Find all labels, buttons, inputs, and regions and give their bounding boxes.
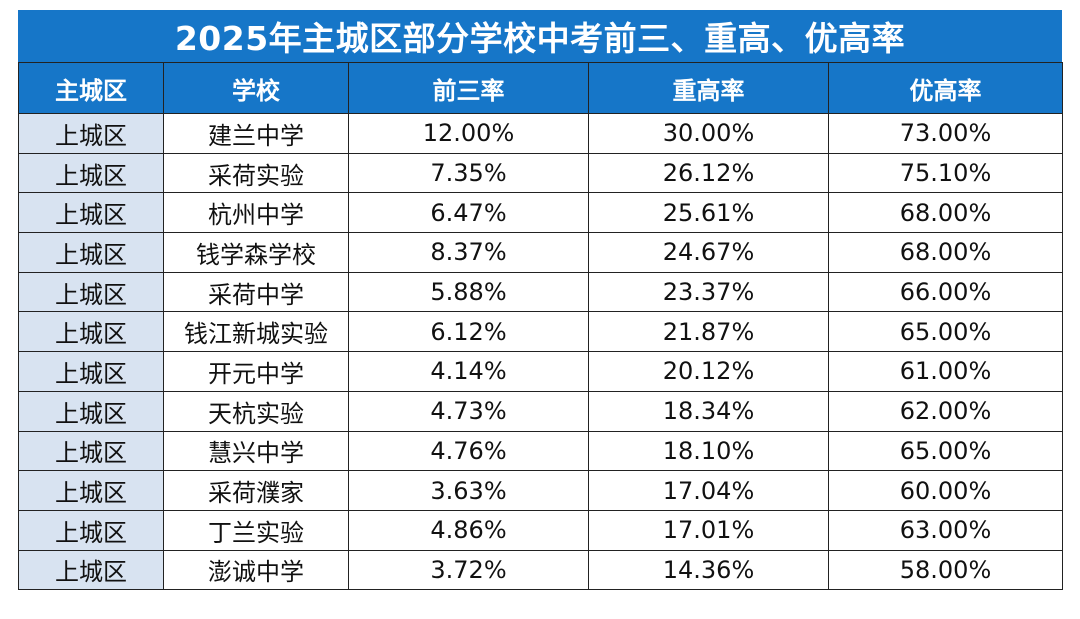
header-district: 主城区 xyxy=(18,62,164,114)
district-cell: 上城区 xyxy=(18,390,164,432)
district-cell: 上城区 xyxy=(18,152,164,194)
header-key-high-rate: 重高率 xyxy=(588,62,829,114)
table-row: 上城区 杭州中学 6.47% 25.61% 68.00% xyxy=(18,192,1063,234)
top3-rate-cell: 4.73% xyxy=(348,390,589,432)
top3-rate-cell: 5.88% xyxy=(348,271,589,313)
key-high-rate-cell: 30.00% xyxy=(588,113,829,154)
table-row: 上城区 采荷濮家 3.63% 17.04% 60.00% xyxy=(18,470,1063,511)
key-high-rate-cell: 23.37% xyxy=(588,271,829,313)
table-row: 上城区 慧兴中学 4.76% 18.10% 65.00% xyxy=(18,430,1063,472)
district-cell: 上城区 xyxy=(18,351,164,392)
key-high-rate-cell: 20.12% xyxy=(588,351,829,392)
top3-rate-cell: 4.76% xyxy=(348,430,589,472)
school-cell: 钱江新城实验 xyxy=(163,311,349,353)
district-cell: 上城区 xyxy=(18,311,164,353)
table-row: 上城区 澎诚中学 3.72% 14.36% 58.00% xyxy=(18,549,1063,591)
school-cell: 采荷实验 xyxy=(163,152,349,194)
table-row: 上城区 采荷中学 5.88% 23.37% 66.00% xyxy=(18,271,1063,313)
table-row: 上城区 钱江新城实验 6.12% 21.87% 65.00% xyxy=(18,311,1063,353)
school-cell: 天杭实验 xyxy=(163,390,349,432)
table-row: 上城区 天杭实验 4.73% 18.34% 62.00% xyxy=(18,390,1063,432)
good-high-rate-cell: 73.00% xyxy=(828,113,1063,154)
key-high-rate-cell: 26.12% xyxy=(588,152,829,194)
district-cell: 上城区 xyxy=(18,232,164,273)
top3-rate-cell: 3.63% xyxy=(348,470,589,511)
good-high-rate-cell: 65.00% xyxy=(828,430,1063,472)
school-cell: 开元中学 xyxy=(163,351,349,392)
table-row: 上城区 采荷实验 7.35% 26.12% 75.10% xyxy=(18,152,1063,194)
key-high-rate-cell: 18.10% xyxy=(588,430,829,472)
key-high-rate-cell: 17.01% xyxy=(588,509,829,551)
table-row: 上城区 建兰中学 12.00% 30.00% 73.00% xyxy=(18,113,1063,154)
top3-rate-cell: 7.35% xyxy=(348,152,589,194)
header-top3-rate: 前三率 xyxy=(348,62,589,114)
key-high-rate-cell: 18.34% xyxy=(588,390,829,432)
top3-rate-cell: 3.72% xyxy=(348,549,589,591)
school-rates-table: 主城区 学校 前三率 重高率 优高率 上城区 建兰中学 12.00% 30.00% 73… xyxy=(18,62,1063,591)
good-high-rate-cell: 65.00% xyxy=(828,311,1063,353)
table-title: 2025年主城区部分学校中考前三、重高、优高率 xyxy=(18,10,1062,62)
top3-rate-cell: 8.37% xyxy=(348,232,589,273)
good-high-rate-cell: 62.00% xyxy=(828,390,1063,432)
school-cell: 杭州中学 xyxy=(163,192,349,234)
good-high-rate-cell: 68.00% xyxy=(828,192,1063,234)
district-cell: 上城区 xyxy=(18,470,164,511)
header-school: 学校 xyxy=(163,62,349,114)
school-cell: 丁兰实验 xyxy=(163,509,349,551)
good-high-rate-cell: 75.10% xyxy=(828,152,1063,194)
school-cell: 采荷濮家 xyxy=(163,470,349,511)
table-row: 上城区 开元中学 4.14% 20.12% 61.00% xyxy=(18,351,1063,392)
key-high-rate-cell: 25.61% xyxy=(588,192,829,234)
district-cell: 上城区 xyxy=(18,113,164,154)
top3-rate-cell: 4.86% xyxy=(348,509,589,551)
top3-rate-cell: 6.12% xyxy=(348,311,589,353)
top3-rate-cell: 6.47% xyxy=(348,192,589,234)
good-high-rate-cell: 60.00% xyxy=(828,470,1063,511)
header-row: 主城区 学校 前三率 重高率 优高率 xyxy=(18,62,1063,114)
district-cell: 上城区 xyxy=(18,549,164,591)
good-high-rate-cell: 61.00% xyxy=(828,351,1063,392)
table-row: 上城区 钱学森学校 8.37% 24.67% 68.00% xyxy=(18,232,1063,273)
school-cell: 建兰中学 xyxy=(163,113,349,154)
header-good-high-rate: 优高率 xyxy=(828,62,1063,114)
district-cell: 上城区 xyxy=(18,192,164,234)
table-container: 2025年主城区部分学校中考前三、重高、优高率 主城区 学校 前三率 重高率 优… xyxy=(18,10,1063,591)
key-high-rate-cell: 17.04% xyxy=(588,470,829,511)
key-high-rate-cell: 14.36% xyxy=(588,549,829,591)
district-cell: 上城区 xyxy=(18,271,164,313)
key-high-rate-cell: 24.67% xyxy=(588,232,829,273)
good-high-rate-cell: 63.00% xyxy=(828,509,1063,551)
top3-rate-cell: 4.14% xyxy=(348,351,589,392)
good-high-rate-cell: 68.00% xyxy=(828,232,1063,273)
district-cell: 上城区 xyxy=(18,430,164,472)
good-high-rate-cell: 66.00% xyxy=(828,271,1063,313)
good-high-rate-cell: 58.00% xyxy=(828,549,1063,591)
district-cell: 上城区 xyxy=(18,509,164,551)
school-cell: 慧兴中学 xyxy=(163,430,349,472)
key-high-rate-cell: 21.87% xyxy=(588,311,829,353)
school-cell: 钱学森学校 xyxy=(163,232,349,273)
top3-rate-cell: 12.00% xyxy=(348,113,589,154)
school-cell: 采荷中学 xyxy=(163,271,349,313)
school-cell: 澎诚中学 xyxy=(163,549,349,591)
table-row: 上城区 丁兰实验 4.86% 17.01% 63.00% xyxy=(18,509,1063,551)
